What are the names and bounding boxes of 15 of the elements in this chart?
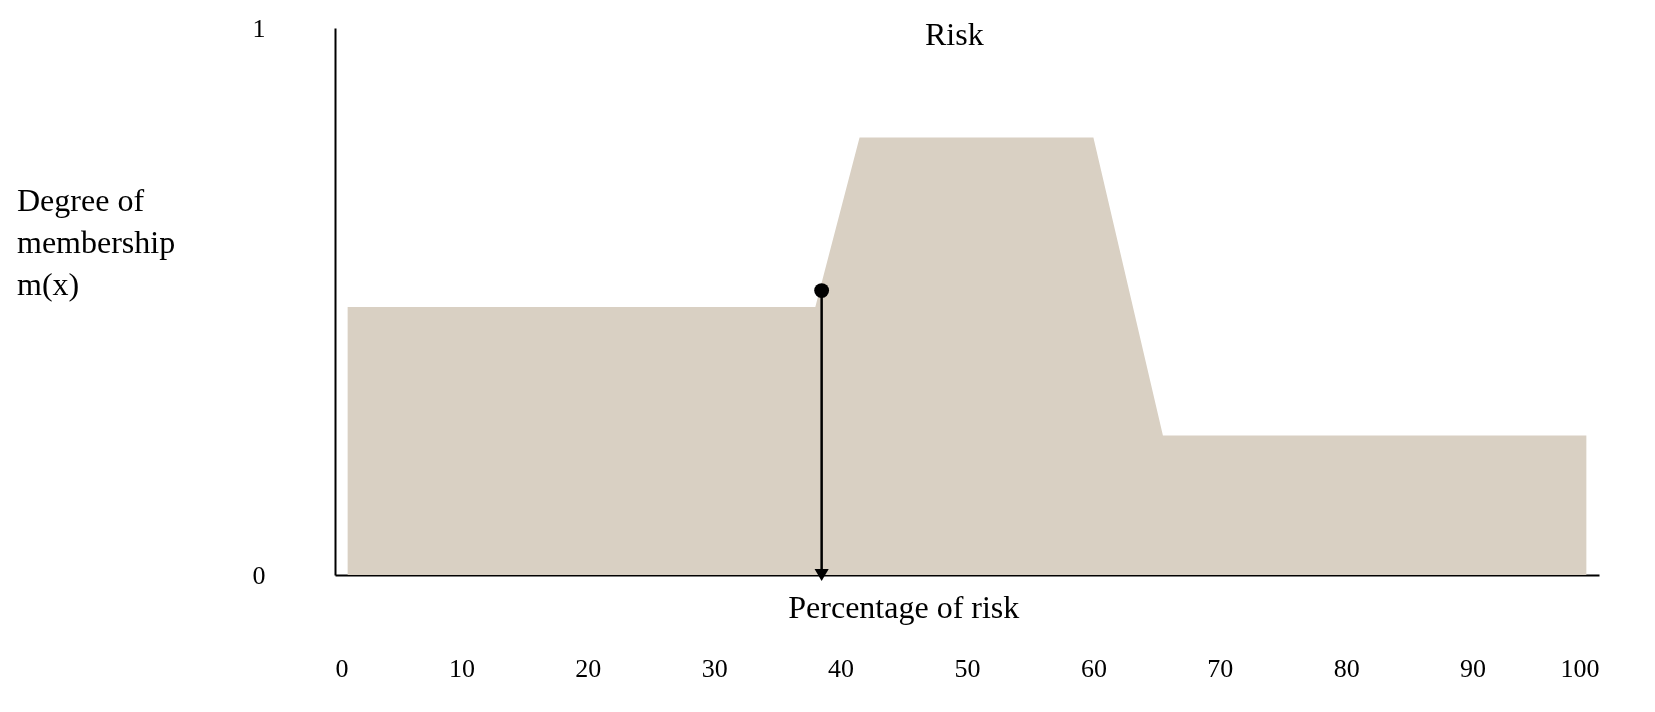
- x-tick-label: 30: [701, 653, 728, 683]
- x-tick-label: 10: [448, 653, 475, 683]
- chart-title: Risk: [925, 16, 984, 52]
- x-tick-label: 0: [335, 653, 349, 683]
- x-tick-label: 80: [1333, 653, 1360, 683]
- y-tick-label: 1: [252, 13, 266, 43]
- x-tick-label: 100: [1560, 653, 1600, 683]
- x-tick-label: 40: [828, 653, 855, 683]
- y-axis-title: Degree of membership m(x): [17, 182, 176, 302]
- x-tick-label: 90: [1460, 653, 1487, 683]
- x-tick-label: 50: [954, 653, 981, 683]
- x-tick-label: 60: [1080, 653, 1107, 683]
- x-axis-title: Percentage of risk: [788, 589, 1020, 625]
- x-tick-label: 70: [1207, 653, 1234, 683]
- x-tick-label: 20: [575, 653, 602, 683]
